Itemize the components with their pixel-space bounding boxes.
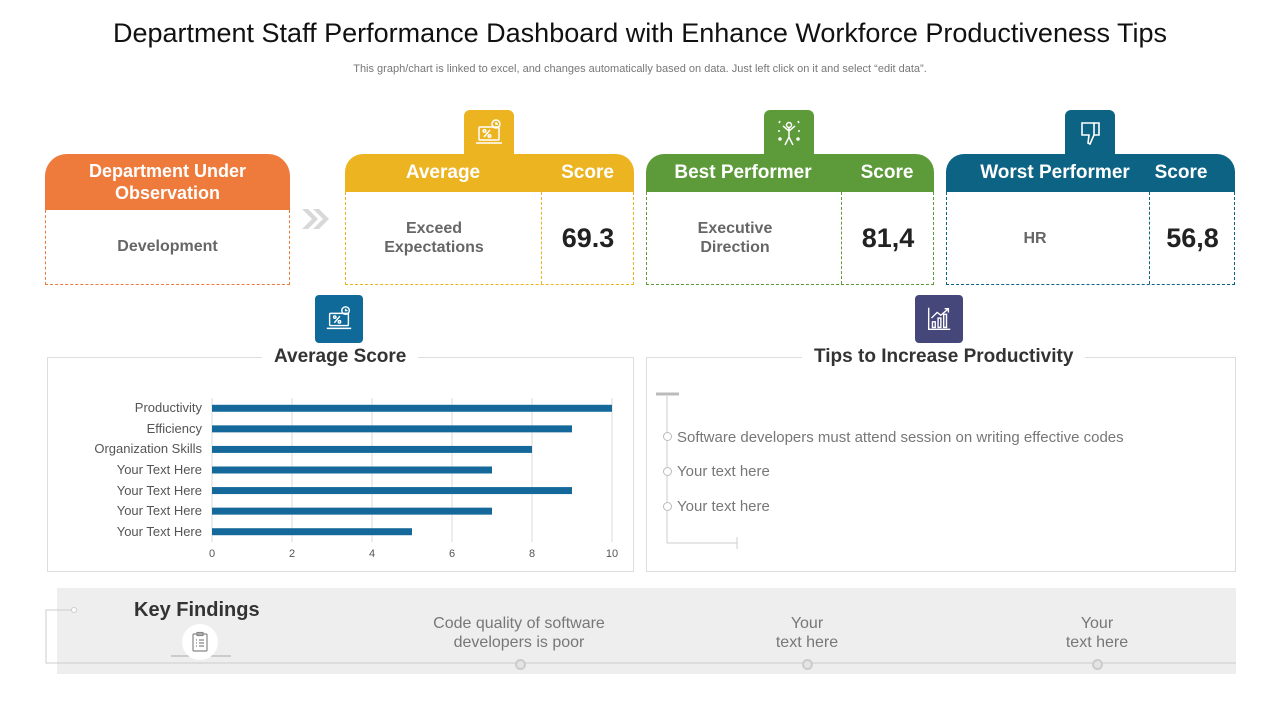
clipboard-list-icon (182, 624, 218, 660)
best-performer-card-score-label: Score (860, 162, 914, 183)
key-finding-marker (1092, 659, 1103, 670)
x-tick-label: 4 (368, 548, 376, 560)
tips-title: Tips to Increase Productivity (802, 346, 1086, 368)
y-category-label: Productivity (134, 400, 202, 416)
key-finding-marker (515, 659, 526, 670)
best-performer-card-label: Executive Direction (697, 220, 773, 256)
worst-performer-card-label: HR (1023, 229, 1047, 247)
x-tick-label: 0 (208, 548, 216, 560)
key-finding-3: Your text here (1065, 615, 1129, 651)
tip-bullet (663, 502, 672, 511)
worst-performer-card-score-label: Score (1154, 162, 1208, 183)
department-card-value: Development (45, 210, 290, 285)
average-card-label: Exceed Expectations (384, 220, 484, 256)
x-tick-label: 8 (528, 548, 536, 560)
page-subtitle: This graph/chart is linked to excel, and… (353, 63, 927, 75)
worst-performer-card-title: Worst Performer (980, 162, 1130, 183)
chevron-arrows-icon (302, 209, 329, 229)
worst-performer-card-score: 56,8 (1166, 222, 1219, 253)
tip-bullet (663, 432, 672, 441)
average-card-score: 69.3 (561, 222, 615, 253)
average-card-header: Average Score (345, 154, 634, 192)
best-performer-card-title: Best Performer (674, 162, 812, 183)
laptop-percent-icon (464, 110, 514, 156)
y-category-label: Organization Skills (94, 441, 202, 457)
laptop-percent-icon (315, 295, 363, 343)
y-category-label: Your Text Here (116, 462, 202, 477)
key-finding-2: Your text here (775, 615, 839, 651)
average-score-title: Average Score (262, 346, 419, 368)
growth-chart-icon (915, 295, 963, 343)
best-performer-card-header: Best Performer Score (646, 154, 934, 192)
x-tick-label: 10 (605, 548, 619, 560)
key-findings-title: Key Findings (134, 599, 260, 621)
worst-performer-card-body: HR 56,8 (946, 192, 1235, 285)
x-tick-label: 2 (288, 548, 296, 560)
y-category-label: Efficiency (146, 420, 202, 436)
y-category-label: Your Text Here (116, 482, 202, 498)
best-performer-card-body: Executive Direction 81,4 (646, 192, 934, 285)
x-tick-label: 6 (448, 548, 456, 560)
tip-item-2: Your text here (677, 463, 770, 480)
thumbs-down-icon (1065, 110, 1115, 156)
tip-item-3: Your text here (677, 498, 770, 515)
key-finding-marker (802, 659, 813, 670)
department-card-heading: Department Under Observation (45, 154, 290, 210)
tip-bullet (663, 467, 672, 476)
key-finding-1: Code quality of software developers is po… (433, 615, 605, 651)
average-card-body: Exceed Expectations 69.3 (345, 192, 634, 285)
tip-item-1: Software developers must attend session … (677, 429, 1124, 446)
best-performer-card-score: 81,4 (861, 222, 915, 253)
average-card-title: Average (405, 162, 481, 183)
worst-performer-card-header: Worst Performer Score (946, 154, 1235, 192)
y-category-label: Your Text Here (116, 523, 202, 539)
y-category-label: Your Text Here (116, 503, 202, 519)
celebrating-person-icon (764, 110, 814, 156)
average-card-score-label: Score (561, 162, 614, 183)
page-title: Department Staff Performance Dashboard w… (112, 18, 1167, 48)
